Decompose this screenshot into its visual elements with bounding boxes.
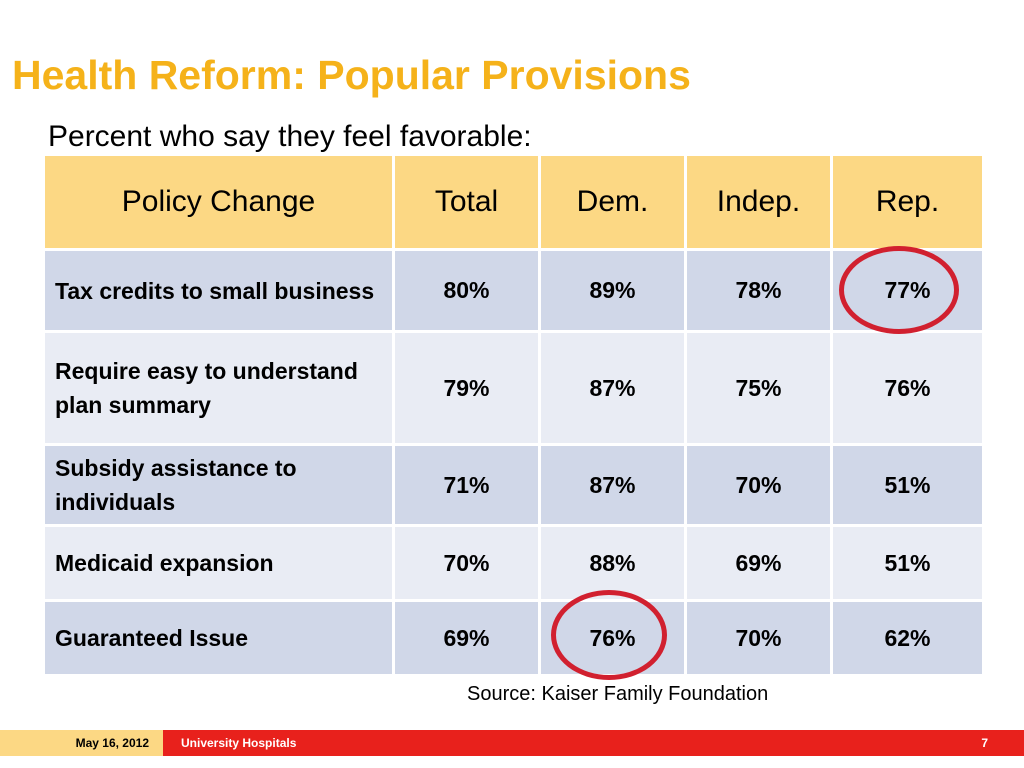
cell-dem: 87% [538,443,687,527]
row-label: Medicaid expansion [42,524,395,602]
table-row: Subsidy assistance to individuals 71% 87… [42,443,985,527]
slide-subtitle: Percent who say they feel favorable: [48,120,532,153]
table-row: Guaranteed Issue 69% 76% 70% 62% [42,599,985,677]
cell-rep: 62% [830,599,985,677]
header-indep: Indep. [684,153,833,251]
footer-date: May 16, 2012 [0,730,163,756]
row-label: Subsidy assistance to individuals [42,443,395,527]
cell-rep: 51% [830,524,985,602]
cell-rep: 51% [830,443,985,527]
footer: May 16, 2012 University Hospitals 7 [0,730,1024,756]
cell-total: 69% [392,599,541,677]
cell-total: 79% [392,330,541,446]
header-rep: Rep. [830,153,985,251]
cell-indep: 70% [684,443,833,527]
header-total: Total [392,153,541,251]
cell-indep: 75% [684,330,833,446]
highlight-circle-rep-tax-credits [839,246,959,334]
footer-organization: University Hospitals [181,736,297,750]
header-dem: Dem. [538,153,687,251]
footer-bar: University Hospitals 7 [163,730,1024,756]
cell-dem: 87% [538,330,687,446]
cell-indep: 78% [684,248,833,333]
cell-total: 71% [392,443,541,527]
highlight-circle-dem-guaranteed-issue [551,590,667,680]
cell-dem: 88% [538,524,687,602]
cell-total: 70% [392,524,541,602]
table-row: Require easy to understand plan summary … [42,330,985,446]
row-label: Require easy to understand plan summary [42,330,395,446]
favorability-table: Policy Change Total Dem. Indep. Rep. Tax… [42,153,985,677]
cell-dem: 89% [538,248,687,333]
slide-title: Health Reform: Popular Provisions [12,52,691,98]
cell-total: 80% [392,248,541,333]
cell-rep: 76% [830,330,985,446]
row-label: Guaranteed Issue [42,599,395,677]
row-label: Tax credits to small business [42,248,395,333]
table-row: Medicaid expansion 70% 88% 69% 51% [42,524,985,602]
header-policy-change: Policy Change [42,153,395,251]
source-note: Source: Kaiser Family Foundation [467,683,769,705]
footer-page-number: 7 [981,736,988,750]
cell-indep: 70% [684,599,833,677]
table-header-row: Policy Change Total Dem. Indep. Rep. [42,153,985,251]
cell-indep: 69% [684,524,833,602]
favorability-table-container: Policy Change Total Dem. Indep. Rep. Tax… [42,153,985,677]
